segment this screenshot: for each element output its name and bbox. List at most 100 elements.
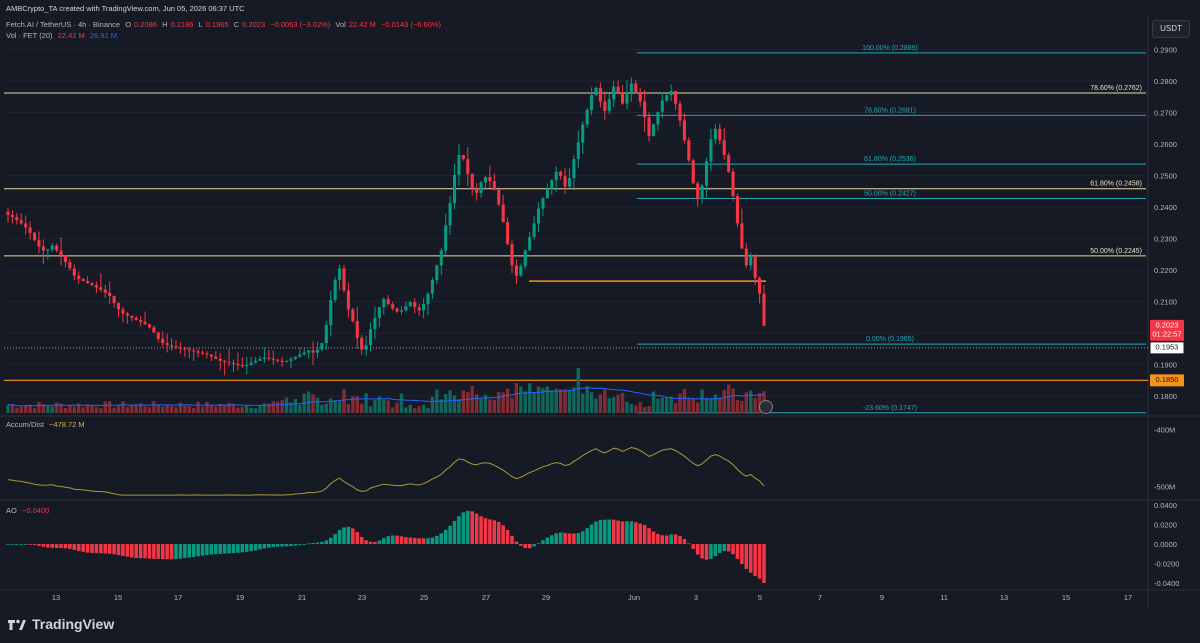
time-tick-label: 7 <box>818 593 822 602</box>
volume-bar <box>311 394 315 413</box>
ao-bar <box>76 544 81 552</box>
volume-bar <box>368 406 373 413</box>
ao-bar <box>280 544 284 547</box>
ao-bar <box>258 544 262 550</box>
volume-bar <box>479 398 483 413</box>
ao-bar <box>647 528 651 544</box>
volume-bar <box>46 405 50 413</box>
volume-legend[interactable]: Vol · FET (20) 22.42 M 26.92 M <box>6 31 120 40</box>
candle-body <box>112 295 116 304</box>
volume-bar <box>152 401 156 413</box>
volume-bar <box>444 394 448 413</box>
volume-bar <box>744 392 748 413</box>
volume-bar <box>125 407 130 413</box>
candle-body <box>479 182 483 193</box>
ohlc-change: −0.0063 (−3.02%) <box>270 20 331 29</box>
ao-bar <box>81 544 85 552</box>
ao-tick-label: 0.0400 <box>1154 501 1177 510</box>
volume-bar <box>700 389 704 413</box>
ao-bar <box>236 544 240 553</box>
support-price-badge-bg <box>1150 374 1184 387</box>
candle-body <box>364 345 368 350</box>
candle-body <box>408 302 412 307</box>
lightning-icon[interactable] <box>759 400 773 414</box>
candle-body <box>550 180 554 189</box>
volume-bar <box>41 404 46 413</box>
candle-body <box>545 188 549 199</box>
ao-bar <box>700 544 704 559</box>
candle-body <box>236 363 240 366</box>
ao-bar <box>527 544 532 549</box>
volume-bar <box>59 403 63 413</box>
candle-body <box>227 362 231 364</box>
volume-ma-value: 26.92 M <box>89 31 117 40</box>
ad-legend[interactable]: Accum/Dist −478.72 M <box>6 420 88 429</box>
ad-line <box>7 446 765 496</box>
ao-bar <box>231 544 236 554</box>
symbol-name[interactable]: Fetch.AI / TetherUS · 4h · Binance <box>6 20 121 29</box>
candle-body <box>94 285 98 288</box>
ao-bar <box>351 528 355 544</box>
vol-inline-value: 22.42 M <box>348 20 376 29</box>
ao-bar <box>267 544 271 548</box>
candle-body <box>687 140 691 161</box>
brand-name: TradingView <box>32 616 115 632</box>
ao-bar <box>514 541 519 544</box>
candle-body <box>581 124 585 143</box>
currency-button[interactable]: USDT <box>1152 20 1190 38</box>
volume-bar <box>682 389 687 413</box>
volume-bar <box>395 402 399 413</box>
ao-legend[interactable]: AO −0.0400 <box>6 506 52 515</box>
ao-bar <box>275 544 280 547</box>
candle-body <box>170 345 174 347</box>
candle-body <box>187 349 191 351</box>
price-tick-label: 0.2400 <box>1154 203 1177 212</box>
candle-body <box>572 159 576 179</box>
price-tick-label: 0.2200 <box>1154 266 1177 275</box>
ao-bar <box>421 538 426 544</box>
candle-body <box>165 343 169 346</box>
volume-bar <box>267 403 271 413</box>
ao-bar <box>169 544 174 560</box>
ao-bar <box>722 544 726 552</box>
candle-body <box>240 365 244 367</box>
ao-bar <box>68 544 72 549</box>
candle-body <box>638 91 642 102</box>
candle-body <box>28 227 32 233</box>
candle-body <box>466 159 470 174</box>
volume-value: 22.42 M <box>57 31 85 40</box>
ad-tick-label: -500M <box>1154 483 1175 492</box>
volume-bar <box>691 398 695 413</box>
last-price-badge: 01:22:57 <box>1152 329 1181 338</box>
candle-body <box>510 244 514 266</box>
volume-bar <box>37 401 41 413</box>
candle-body <box>262 357 266 359</box>
candle-body <box>86 281 90 284</box>
volume-bar <box>620 392 625 413</box>
ao-bar <box>448 525 452 544</box>
candle-body <box>709 139 713 162</box>
volume-bar <box>121 401 125 413</box>
ao-bar <box>545 537 550 544</box>
candle-body <box>727 155 731 172</box>
ao-bar <box>222 544 227 554</box>
candle-body <box>276 359 280 361</box>
ao-bar <box>160 544 165 560</box>
ao-bar <box>324 540 329 544</box>
ao-bar <box>15 544 19 545</box>
ao-bar <box>580 531 585 544</box>
ao-bar <box>59 544 63 549</box>
volume-bar <box>346 404 351 413</box>
candle-body <box>519 266 523 276</box>
candle-body <box>267 357 271 359</box>
candle-body <box>245 364 249 367</box>
candle-body <box>346 290 350 310</box>
ao-bar <box>629 521 634 544</box>
tradingview-logo[interactable]: TradingView <box>8 616 114 632</box>
volume-bar <box>430 396 435 413</box>
candle-body <box>749 255 753 266</box>
volume-bar <box>488 399 492 413</box>
volume-bar <box>625 401 629 413</box>
volume-bar <box>329 398 333 413</box>
